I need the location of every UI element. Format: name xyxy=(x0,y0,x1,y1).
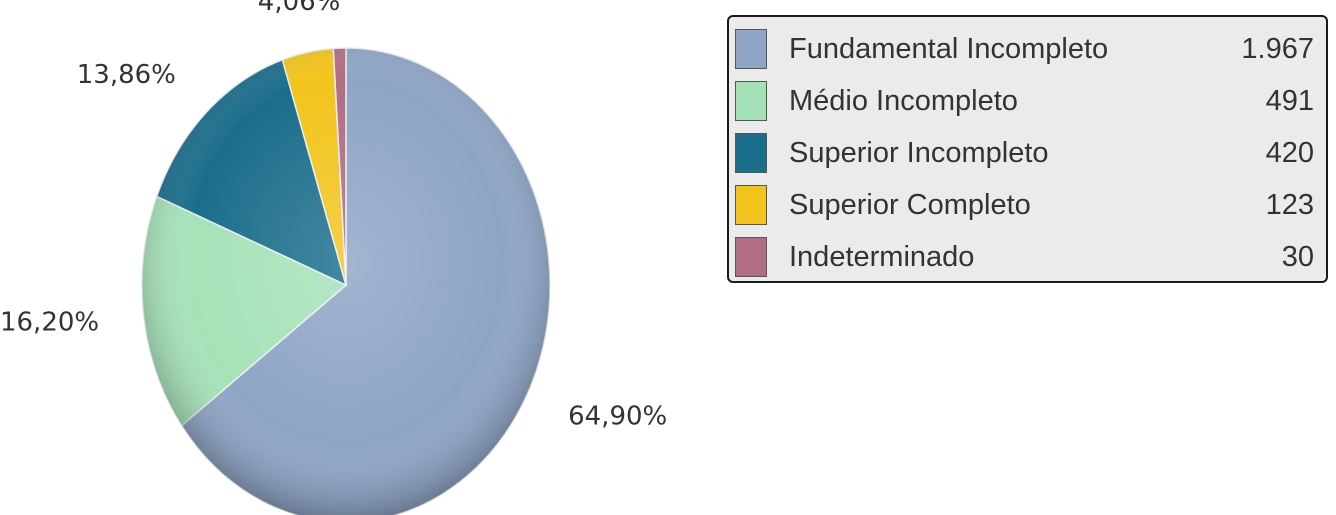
legend-item: Fundamental Incompleto 1.967 xyxy=(729,22,1326,76)
legend-value: 123 xyxy=(1265,188,1314,221)
legend-value: 30 xyxy=(1281,240,1314,273)
legend-item: Superior Completo 123 xyxy=(729,178,1326,232)
legend-label: Superior Incompleto xyxy=(789,136,1049,169)
legend-value: 1.967 xyxy=(1241,32,1314,65)
legend: Fundamental Incompleto 1.967 Médio Incompl… xyxy=(727,15,1328,283)
legend-label: Fundamental Incompleto xyxy=(789,32,1109,65)
slice-percent-label-3: 13,86% xyxy=(77,60,176,90)
legend-swatch xyxy=(735,185,767,225)
legend-value: 491 xyxy=(1265,84,1314,117)
legend-swatch xyxy=(735,29,767,69)
legend-swatch xyxy=(735,133,767,173)
legend-swatch xyxy=(735,237,767,277)
legend-label: Superior Completo xyxy=(789,188,1031,221)
slice-percent-label-1: 64,90% xyxy=(568,401,667,431)
legend-label: Indeterminado xyxy=(789,240,975,273)
legend-label: Médio Incompleto xyxy=(789,84,1018,117)
pie-chart: 64,90% 16,20% 13,86% 4,06% xyxy=(0,0,667,515)
legend-swatch xyxy=(735,81,767,121)
legend-item: Indeterminado 30 xyxy=(729,230,1326,284)
legend-item: Médio Incompleto 491 xyxy=(729,74,1326,128)
slice-percent-label-4: 4,06% xyxy=(258,0,341,17)
legend-item: Superior Incompleto 420 xyxy=(729,126,1326,180)
slice-percent-label-2: 16,20% xyxy=(0,307,99,337)
legend-value: 420 xyxy=(1265,136,1314,169)
